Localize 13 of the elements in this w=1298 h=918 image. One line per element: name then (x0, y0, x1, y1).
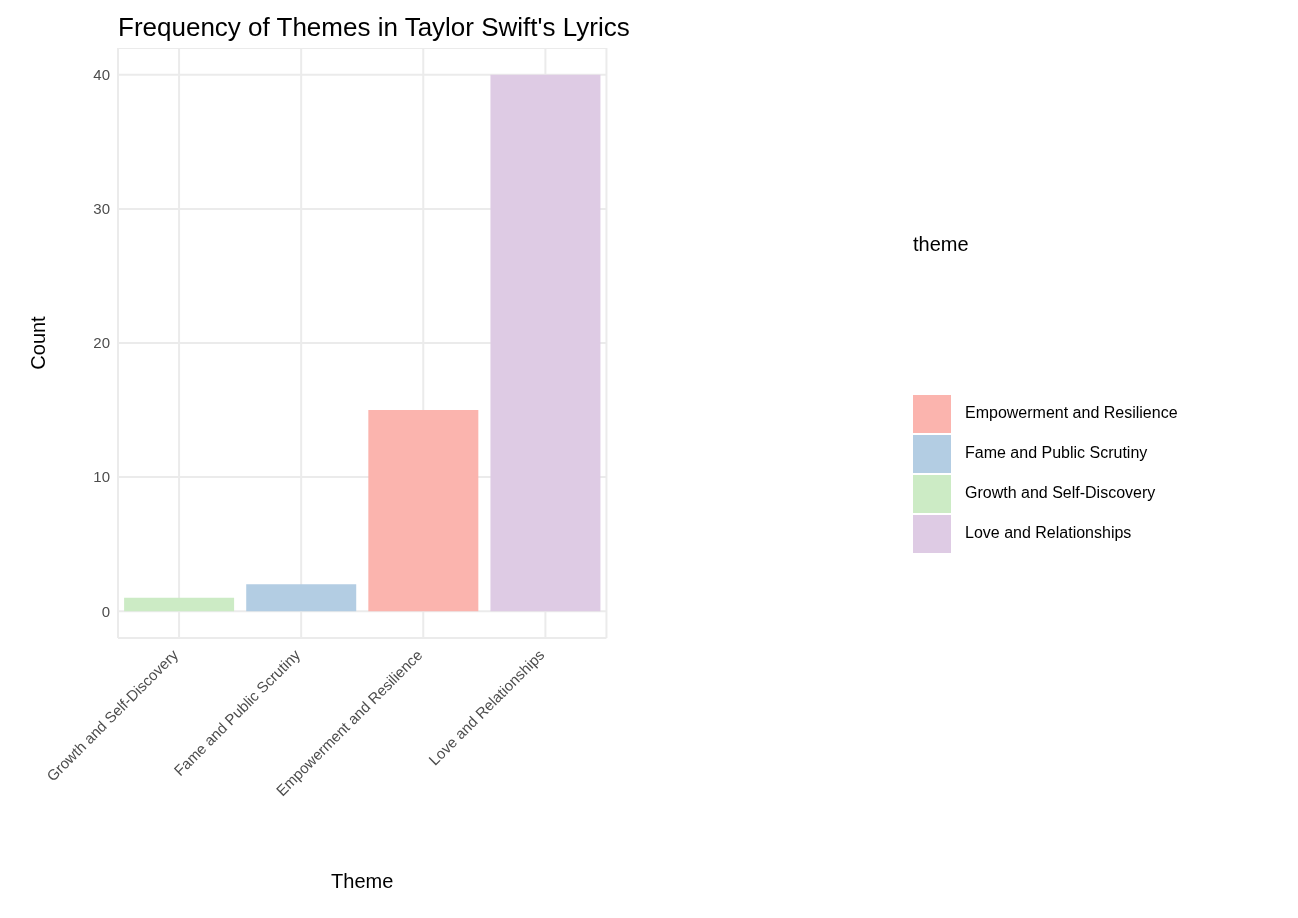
x-axis-title: Theme (331, 870, 394, 892)
y-tick-label: 0 (101, 602, 110, 620)
y-tick-label: 30 (93, 200, 110, 218)
y-axis-title: Count (27, 315, 50, 370)
y-tick-label: 20 (93, 334, 110, 352)
y-tick-label: 40 (93, 66, 110, 84)
legend-label: Growth and Self-Discovery (965, 484, 1156, 501)
legend-label: Love and Relationships (965, 524, 1132, 541)
legend-title: theme (913, 233, 969, 256)
y-tick-label: 10 (93, 468, 110, 486)
chart-title: Frequency of Themes in Taylor Swift's Lyrics (118, 12, 630, 43)
legend-label: Fame and Public Scrutiny (965, 444, 1148, 461)
legend-label: Empowerment and Resilience (965, 404, 1178, 421)
